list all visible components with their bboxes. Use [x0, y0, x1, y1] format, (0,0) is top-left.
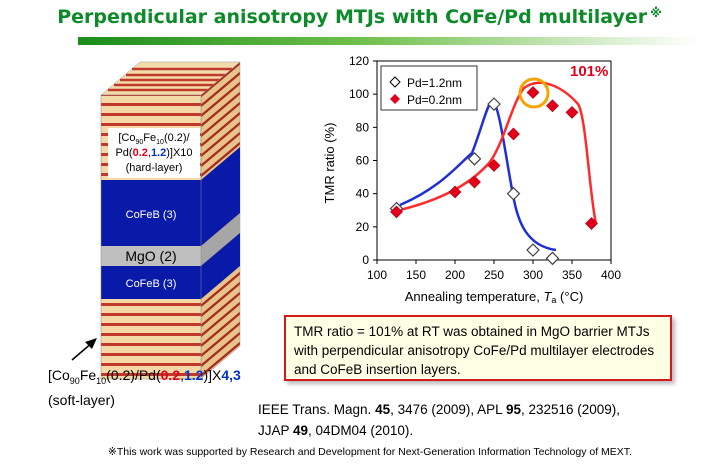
soft-layer-label: [Co90Fe10(0.2)/Pd(0.2,1.2)]X4,3 (soft-la…: [48, 366, 241, 410]
title-underline: [78, 37, 698, 45]
soft-layer-role: (soft-layer): [48, 391, 115, 408]
hard-layer-pd: Pd(0.2,1.2)]X10: [115, 147, 192, 159]
legend-marker-pd-0-2: [390, 94, 400, 104]
legend-label-pd-0-2: Pd=0.2nm: [407, 93, 462, 107]
references: IEEE Trans. Magn. 45, 3476 (2009), APL 9…: [258, 402, 621, 438]
tmr-annotation: 101%: [570, 63, 608, 80]
stack-front-soft-layer: [101, 299, 201, 379]
x-tick-label: 200: [445, 268, 465, 282]
soft-layer-arrowhead: [85, 338, 97, 349]
point-pd-0-2: [565, 105, 579, 119]
x-tick-label: 300: [523, 268, 543, 282]
highlight-circle: [518, 77, 550, 109]
mgo-label: MgO (2): [125, 248, 176, 264]
point-pd-1-2: [467, 151, 482, 166]
point-pd-0-2: [448, 185, 462, 199]
hard-layer-formula: [Co90Fe10(0.2)/: [118, 132, 190, 146]
legend-box: [380, 65, 478, 111]
stack-top-stripes: [108, 67, 232, 92]
point-pd-0-2: [487, 159, 501, 172]
stack-front-outline: [100, 94, 202, 380]
x-tick-label: 100: [367, 268, 387, 282]
fit-curve-pd-0-2: [399, 81, 598, 225]
y-tick-label: 20: [356, 220, 370, 234]
point-pd-0-2: [546, 99, 559, 113]
point-pd-1-2: [526, 243, 540, 257]
point-pd-0-2: [468, 175, 481, 189]
cofeb-top-label: CoFeB (3): [126, 209, 177, 221]
point-pd-0-2: [507, 127, 520, 141]
title-text: Perpendicular anisotropy MTJs with CoFe/…: [57, 6, 648, 28]
y-tick-label: 0: [362, 253, 369, 267]
stack-front-mgo: [101, 246, 201, 266]
y-tick-label: 80: [356, 120, 370, 134]
stack-side-cofeb-bottom: [201, 233, 240, 299]
point-pd-1-2: [506, 186, 521, 201]
point-pd-0-2: [526, 86, 540, 99]
legend-marker-pd-1-2: [389, 76, 401, 88]
x-tick-label: 350: [562, 268, 582, 282]
hard-layer-label-box: [108, 128, 200, 178]
x-tick-label: 250: [484, 268, 504, 282]
y-axis-label: TMR ratio (%): [322, 123, 337, 204]
x-axis-label: Annealing temperature, Ta (°C): [405, 289, 584, 305]
title-footnote-mark: ※: [650, 6, 662, 20]
legend-label-pd-1-2: Pd=1.2nm: [407, 76, 462, 90]
point-pd-1-2: [487, 97, 501, 111]
y-tick-label: 120: [349, 54, 369, 68]
y-tick-label: 40: [356, 187, 370, 201]
slide-title: Perpendicular anisotropy MTJs with CoFe/…: [0, 6, 719, 28]
y-tick-label: 100: [349, 87, 369, 101]
callout-value: 101%: [368, 324, 404, 339]
cofeb-bottom-label: CoFeB (3): [126, 278, 177, 290]
footnote: ※This work was supported by Research and…: [108, 446, 632, 458]
soft-layer-formula: [Co90Fe10(0.2)/Pd(0.2,1.2)]X4,3: [48, 367, 241, 386]
mtj-stack-diagram: [Co90Fe10(0.2)/ Pd(0.2,1.2)]X10 (hard-la…: [71, 61, 241, 380]
stack-front-cofeb-bottom: [101, 266, 201, 299]
point-pd-0-2: [390, 205, 403, 219]
y-tick-label: 60: [356, 154, 370, 168]
x-tick-label: 400: [601, 268, 621, 282]
result-callout: TMR ratio = 101% at RT was obtained in M…: [284, 315, 672, 381]
stack-front-cofeb-top: [101, 180, 201, 246]
stack-side-mgo: [201, 213, 240, 266]
point-pd-0-2: [585, 217, 598, 230]
x-tick-label: 150: [406, 268, 426, 282]
point-pd-1-2: [545, 251, 560, 266]
hard-layer-role: (hard-layer): [126, 162, 183, 174]
